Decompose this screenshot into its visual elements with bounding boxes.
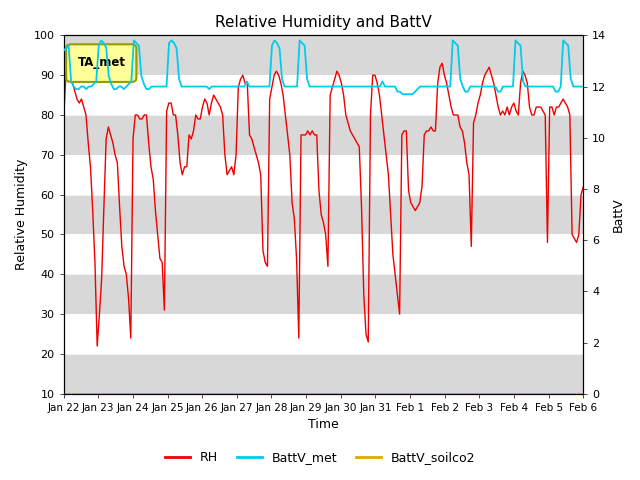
Y-axis label: BattV: BattV — [612, 197, 625, 232]
Bar — [63, 275, 583, 314]
Bar — [63, 354, 583, 394]
Text: TA_met: TA_met — [77, 57, 125, 70]
Bar — [63, 235, 583, 275]
Legend: RH, BattV_met, BattV_soilco2: RH, BattV_met, BattV_soilco2 — [159, 446, 481, 469]
Bar — [63, 314, 583, 354]
Y-axis label: Relative Humidity: Relative Humidity — [15, 159, 28, 270]
Bar — [63, 115, 583, 155]
Bar — [63, 36, 583, 75]
Bar — [63, 155, 583, 195]
Bar — [63, 75, 583, 115]
X-axis label: Time: Time — [308, 419, 339, 432]
Bar — [63, 195, 583, 235]
FancyBboxPatch shape — [66, 44, 136, 82]
Title: Relative Humidity and BattV: Relative Humidity and BattV — [215, 15, 432, 30]
